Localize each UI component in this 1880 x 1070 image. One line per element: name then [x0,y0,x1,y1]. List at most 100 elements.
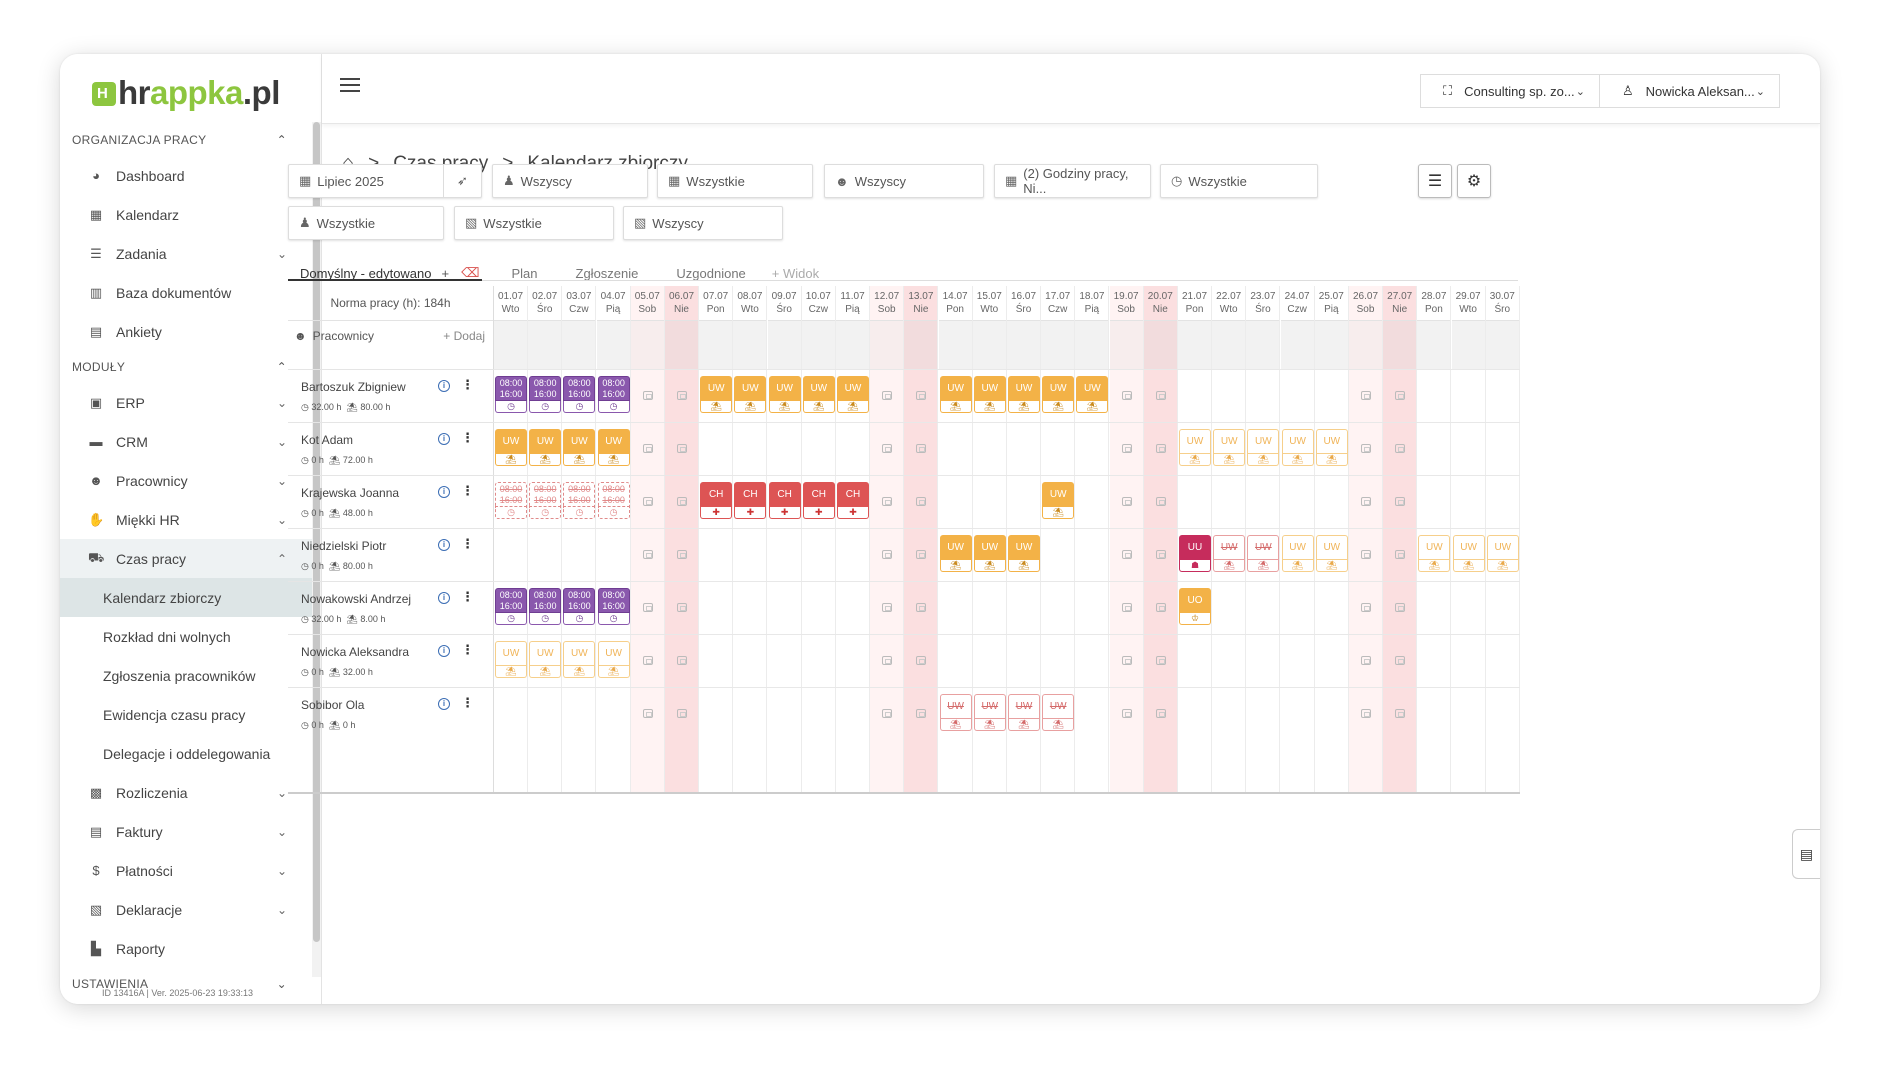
employee-name[interactable]: Nowicka Aleksandra [301,645,410,659]
day-off-icon[interactable] [882,550,893,559]
calendar-event-uw[interactable]: UW ⛱ [768,376,801,414]
day-off-icon[interactable] [882,444,893,453]
info-icon[interactable]: i [438,539,450,551]
calendar-event-uw[interactable]: UW ⛱ [1042,376,1075,414]
calendar-event-uwl[interactable]: UW ⛱ [1179,429,1211,467]
employee-name[interactable]: Sobibor Ola [301,698,365,712]
sidebar-item-faktury[interactable]: ▤ Faktury ⌄ [89,823,287,840]
day-off-icon[interactable] [1121,497,1132,506]
day-off-icon[interactable] [677,709,687,718]
calendar-event-uw[interactable]: UW ⛱ [1008,376,1040,414]
calendar-event-dash[interactable]: 08:00 16:00 ◷ [529,482,562,520]
employee-row[interactable]: Krajewska Joanna i ⋮ ◷ 0 h ⛱ 48.00 h [288,475,494,528]
day-off-icon[interactable] [1155,444,1166,453]
calendar-event-uu[interactable]: UU ☗ [1179,535,1211,573]
kebab-menu-icon[interactable]: ⋮ [461,430,474,445]
sidebar-item-erp[interactable]: ▣ ERP ⌄ [89,394,287,411]
day-off-icon[interactable] [1155,497,1166,506]
calendar-event-work[interactable]: 08:00 16:00 ◷ [529,376,562,414]
employee-name[interactable]: Bartoszuk Zbigniew [301,380,406,394]
calendar-event-work[interactable]: 08:00 16:00 ◷ [529,588,562,626]
add-view-icon[interactable]: + [441,265,450,281]
calendar-event-dash[interactable]: 08:00 16:00 ◷ [563,482,596,520]
employee-name[interactable]: Kot Adam [301,433,354,447]
day-off-icon[interactable] [1121,709,1132,718]
day-off-icon[interactable] [1395,656,1406,665]
sidebar-subitem-delegacje[interactable]: Delegacje i oddelegowania [103,745,271,762]
day-off-icon[interactable] [1121,391,1132,400]
day-off-icon[interactable] [1395,550,1406,559]
add-employee-button[interactable]: + Dodaj [443,329,485,343]
employee-row[interactable]: Niedzielski Piotr i ⋮ ◷ 0 h ⛱ 80.00 h [288,528,494,581]
day-off-icon[interactable] [1361,497,1371,506]
day-off-icon[interactable] [1361,444,1371,453]
list-view-button[interactable]: ☰ [1418,164,1452,198]
calendar-event-strike[interactable]: UW ⛱ [1008,694,1040,732]
filter-groups[interactable]: ☻ Wszyscy [824,164,984,198]
sidebar-item-platnosci[interactable]: $ Płatności ⌄ [60,851,313,890]
calendar-event-work[interactable]: 08:00 16:00 ◷ [495,588,527,626]
day-off-icon[interactable] [916,603,927,612]
day-off-icon[interactable] [1395,391,1406,400]
day-off-icon[interactable] [882,603,893,612]
day-off-icon[interactable] [916,391,927,400]
calendar-event-uwl[interactable]: UW ⛱ [1452,535,1485,573]
employee-name[interactable]: Krajewska Joanna [301,486,400,500]
calendar-event-dash[interactable]: 08:00 16:00 ◷ [597,482,630,520]
add-widok-button[interactable]: + Widok [771,265,820,281]
calendar-event-uw[interactable]: UW ⛱ [529,429,562,467]
calendar-event-uo[interactable]: UO ♔ [1179,588,1211,626]
kebab-menu-icon[interactable]: ⋮ [461,695,474,710]
menu-icon[interactable] [340,78,360,92]
employee-row[interactable]: Kot Adam i ⋮ ◷ 0 h ⛱ 72.00 h [288,422,494,475]
sidebar-item-miekki-hr[interactable]: ✋ Miękki HR ⌄ [88,511,287,528]
company-select[interactable]: ⛶ Consulting sp. zo... ⌄ [1420,74,1600,108]
calendar-event-uwl[interactable]: UW ⛱ [563,641,596,679]
sidebar-item-dashboard[interactable]: ◕ Dashboard [60,156,313,195]
calendar-event-uwl[interactable]: UW ⛱ [1486,535,1519,573]
calendar-event-uwl[interactable]: UW ⛱ [1315,429,1348,467]
info-icon[interactable]: i [438,645,450,657]
calendar-event-work[interactable]: 08:00 16:00 ◷ [597,588,630,626]
calendar-event-uwl[interactable]: UW ⛱ [495,641,527,679]
sidebar-item-deklaracje[interactable]: ▧ Deklaracje ⌄ [89,901,287,918]
calendar-event-uw[interactable]: UW ⛱ [939,376,972,414]
day-off-icon[interactable] [677,550,687,559]
calendar-event-uwl[interactable]: UW ⛱ [1315,535,1348,573]
section-moduly[interactable]: MODUŁY ⌃ [72,360,287,374]
calendar-event-strike[interactable]: UW ⛱ [1042,694,1075,732]
calendar-event-uw[interactable]: UW ⛱ [563,429,596,467]
calendar-event-uw[interactable]: UW ⛱ [973,376,1006,414]
day-off-icon[interactable] [916,550,927,559]
rocket-icon[interactable]: ➶ [443,165,481,197]
calendar-event-uw[interactable]: UW ⛱ [802,376,835,414]
tab-plan[interactable]: Plan [511,265,538,281]
day-off-icon[interactable] [677,656,687,665]
calendar-event-uwl[interactable]: UW ⛱ [597,641,630,679]
calendar-event-work[interactable]: 08:00 16:00 ◷ [563,376,596,414]
day-off-icon[interactable] [677,444,687,453]
eraser-icon[interactable]: ⌫ [461,265,480,280]
day-off-icon[interactable] [1155,550,1166,559]
sidebar-item-zadania[interactable]: ☰ Zadania ⌄ [60,234,313,273]
scrollbar-thumb[interactable] [313,122,320,942]
calendar-event-strike[interactable]: UW ⛱ [973,694,1006,732]
kebab-menu-icon[interactable]: ⋮ [461,377,474,392]
day-off-icon[interactable] [1155,656,1166,665]
calendar-event-strike[interactable]: UW ⛱ [1247,535,1280,573]
kebab-menu-icon[interactable]: ⋮ [461,589,474,604]
sidebar-item-crm[interactable]: ▬ CRM ⌄ [89,433,288,450]
section-ustawienia[interactable]: USTAWIENIA ⌄ [72,977,287,991]
filter-contracts[interactable]: ▧ Wszyscy [623,206,783,240]
calendar-event-uw[interactable]: UW ⛱ [1076,376,1109,414]
filter-time[interactable]: ◷ Wszystkie [1160,164,1318,198]
info-icon[interactable]: i [438,380,450,392]
user-select[interactable]: ♙ Nowicka Aleksan... ⌄ [1600,74,1780,108]
kebab-menu-icon[interactable]: ⋮ [461,642,474,657]
calendar-event-ch[interactable]: CH ✚ [768,482,801,520]
info-icon[interactable]: i [438,486,450,498]
tab-default[interactable]: Domyślny - edytowano [300,265,432,281]
calendar-event-ch[interactable]: CH ✚ [802,482,835,520]
sidebar-item-rozliczenia[interactable]: ▩ Rozliczenia ⌄ [89,784,287,801]
calendar-event-work[interactable]: 08:00 16:00 ◷ [563,588,596,626]
